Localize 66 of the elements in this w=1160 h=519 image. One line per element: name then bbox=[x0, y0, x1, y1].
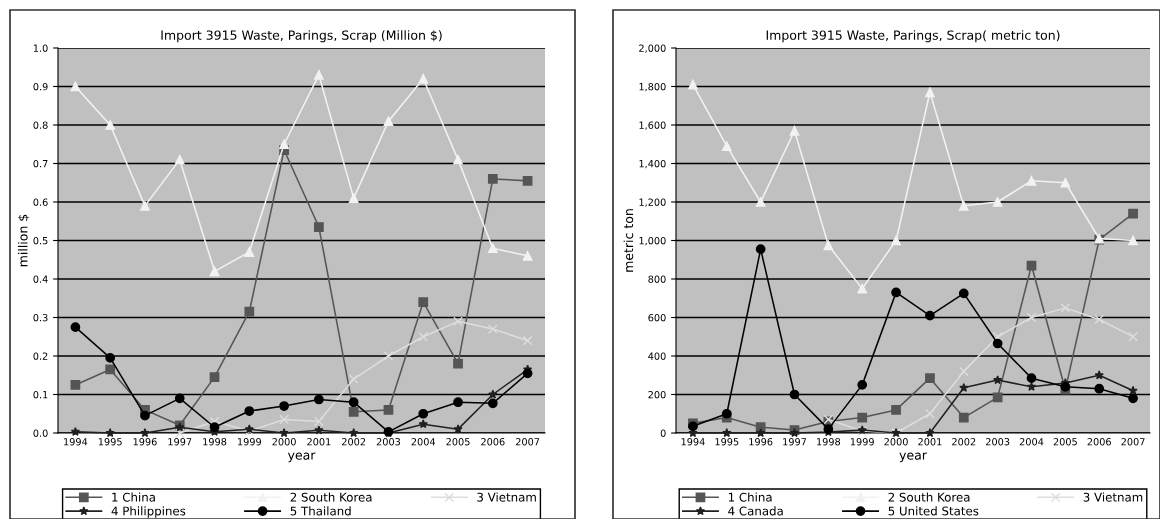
x-tick-label: 2005 bbox=[446, 438, 470, 446]
x-tick-label: 1996 bbox=[133, 438, 157, 446]
x-tick-label: 2002 bbox=[952, 438, 976, 446]
y-tick-label: 1,200 bbox=[639, 198, 666, 207]
x-tick-label: 1996 bbox=[749, 438, 773, 446]
legend-label: 3 Vietnam bbox=[1083, 492, 1143, 502]
x-tick-label: 2000 bbox=[272, 438, 296, 446]
y-tick-label: 2,000 bbox=[639, 44, 666, 53]
y-tick-label: 200 bbox=[648, 390, 666, 399]
legend-label: 5 United States bbox=[888, 506, 979, 516]
y-tick-label: 1.0 bbox=[33, 44, 48, 52]
x-tick-label: 1998 bbox=[817, 438, 841, 446]
legend-label: 4 Philippines bbox=[111, 506, 186, 518]
x-tick-label: 1999 bbox=[850, 438, 874, 446]
y-tick-label: 0.9 bbox=[33, 82, 48, 91]
y-tick-label: 1,800 bbox=[639, 82, 666, 92]
x-tick-label: 1997 bbox=[168, 438, 192, 446]
x-tick-label: 2001 bbox=[918, 438, 942, 446]
y-tick-label: 0.5 bbox=[33, 236, 48, 245]
legend-label: 3 Vietnam bbox=[477, 492, 536, 502]
y-axis-title: million $ bbox=[17, 214, 30, 267]
y-axis-title: metric ton bbox=[623, 209, 634, 272]
x-tick-label: 2003 bbox=[376, 438, 401, 446]
y-tick-label: 400 bbox=[648, 352, 666, 360]
y-tick-label: 0.1 bbox=[33, 390, 48, 399]
x-tick-label: 1998 bbox=[203, 438, 227, 446]
x-tick-label: 2003 bbox=[985, 438, 1010, 446]
x-tick-label: 2007 bbox=[1121, 438, 1145, 446]
x-tick-label: 2007 bbox=[515, 438, 540, 446]
y-tick-label: 0.0 bbox=[33, 429, 48, 437]
legend-label: 1 China bbox=[112, 492, 155, 502]
y-tick-label: 1,600 bbox=[639, 121, 666, 130]
y-tick-label: 0.4 bbox=[33, 275, 48, 283]
y-tick-label: 0.2 bbox=[33, 352, 48, 360]
x-tick-label: 1994 bbox=[681, 438, 705, 446]
legend-label: 1 China bbox=[728, 492, 772, 502]
x-tick-label: 2006 bbox=[481, 438, 505, 446]
x-tick-label: 1999 bbox=[238, 438, 262, 446]
legend-label: 2 South Korea bbox=[290, 492, 372, 502]
legend-label: 5 Thailand bbox=[290, 506, 351, 516]
x-tick-label: 1997 bbox=[783, 438, 807, 446]
y-tick-label: 600 bbox=[648, 313, 666, 322]
y-tick-label: 0.8 bbox=[33, 121, 48, 129]
y-tick-label: 0.3 bbox=[33, 313, 48, 322]
legend-label: 2 South Korea bbox=[888, 492, 970, 502]
chart-title: Import 3915 Waste, Parings, Scrap (Million $) bbox=[161, 30, 442, 43]
y-tick-label: 0.6 bbox=[33, 198, 48, 206]
x-tick-label: 2004 bbox=[1019, 438, 1044, 446]
x-tick-label: 1995 bbox=[715, 438, 739, 446]
x-tick-label: 1994 bbox=[64, 438, 88, 446]
x-tick-label: 1995 bbox=[98, 438, 122, 446]
x-tick-label: 2005 bbox=[1053, 438, 1077, 446]
x-tick-label: 2000 bbox=[884, 438, 908, 446]
y-tick-label: 1,400 bbox=[639, 159, 666, 169]
y-tick-label: 0.7 bbox=[33, 159, 48, 168]
x-tick-label: 2006 bbox=[1087, 438, 1111, 446]
x-tick-label: 2002 bbox=[342, 438, 366, 446]
chart-title: Import 3915 Waste, Parings, Scrap( metric ton) bbox=[766, 30, 1060, 43]
y-tick-label: 1,000 bbox=[639, 236, 666, 246]
x-axis-title: year bbox=[899, 452, 927, 463]
x-tick-label: 2004 bbox=[411, 438, 436, 446]
legend-label: 4 Canada bbox=[728, 506, 783, 516]
y-tick-label: 800 bbox=[648, 275, 666, 283]
x-tick-label: 2001 bbox=[307, 438, 331, 446]
x-axis-title: year bbox=[287, 452, 316, 463]
y-tick-label: 0 bbox=[660, 429, 666, 437]
